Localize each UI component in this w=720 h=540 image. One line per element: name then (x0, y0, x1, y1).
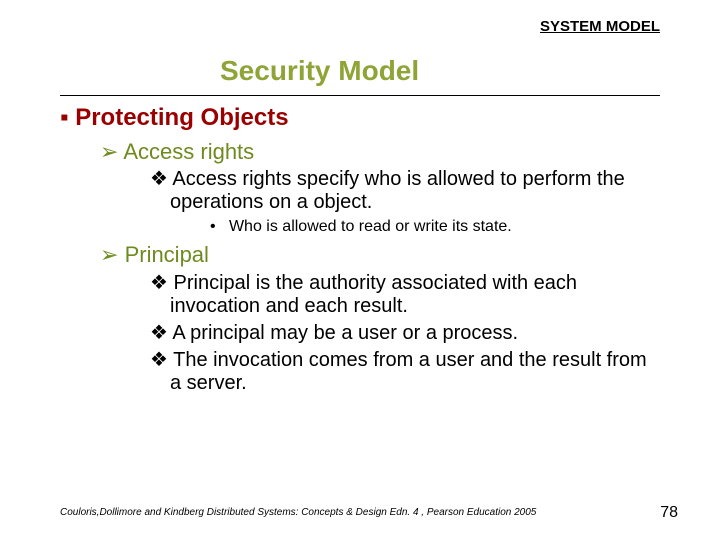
lvl2-item: ➢ Access rights (100, 139, 670, 164)
lvl1-item: ▪ Protecting Objects (60, 104, 670, 133)
slide-title: Security Model (220, 55, 419, 87)
lvl2-text: Principal (125, 242, 209, 267)
arrow-bullet-icon: ➢ (100, 139, 118, 164)
lvl3-item: ❖ Access rights specify who is allowed t… (150, 168, 660, 214)
lvl1-text: Protecting Objects (75, 104, 288, 131)
lvl3-text: The invocation comes from a user and the… (170, 349, 647, 394)
lvl2-text: Access rights (123, 139, 254, 164)
page-number: 78 (660, 504, 678, 522)
lvl4-text: Who is allowed to read or write its stat… (229, 218, 512, 235)
slide-body: ▪ Protecting Objects ➢ Access rights ❖ A… (60, 102, 670, 395)
lvl3-item: ❖ Principal is the authority associated … (150, 272, 660, 318)
lvl3-text: Principal is the authority associated wi… (170, 272, 577, 317)
dot-bullet-icon: • (210, 218, 216, 235)
lvl3-item: ❖ The invocation comes from a user and t… (150, 349, 660, 395)
diamond-bullet-icon: ❖ (150, 349, 168, 371)
square-bullet-icon: ▪ (60, 104, 69, 131)
diamond-bullet-icon: ❖ (150, 168, 168, 190)
lvl3-text: Access rights specify who is allowed to … (170, 168, 625, 213)
diamond-bullet-icon: ❖ (150, 272, 168, 294)
title-underline (60, 95, 660, 96)
diamond-bullet-icon: ❖ (150, 322, 168, 344)
lvl4-item: • Who is allowed to read or write its st… (210, 218, 670, 236)
lvl3-text: A principal may be a user or a process. (172, 322, 518, 344)
lvl2-item: ➢ Principal (100, 242, 670, 267)
arrow-bullet-icon: ➢ (100, 242, 118, 267)
header-label: SYSTEM MODEL (540, 18, 660, 35)
lvl3-item: ❖ A principal may be a user or a process… (150, 322, 660, 345)
footer-citation: Couloris,Dollimore and Kindberg Distribu… (60, 507, 536, 518)
